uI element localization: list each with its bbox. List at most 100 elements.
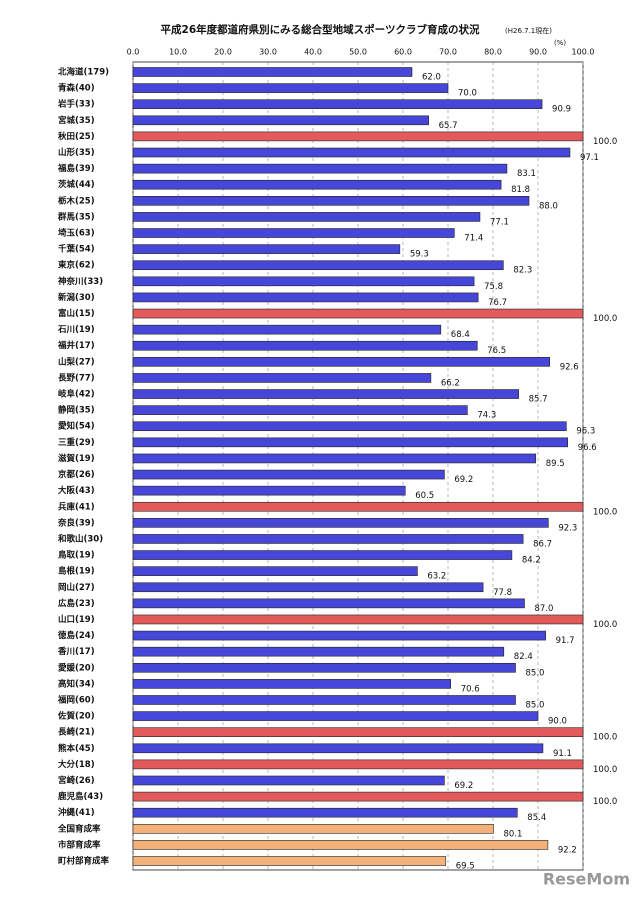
bar	[132, 421, 567, 432]
value-label: 91.7	[556, 636, 575, 646]
y-tick-label: 奈良(39)	[57, 517, 95, 528]
value-label: 63.2	[427, 572, 446, 582]
bar	[132, 147, 571, 158]
value-label: 71.4	[464, 234, 483, 244]
y-tick-label: 栃木(25)	[58, 195, 95, 206]
bar	[132, 518, 549, 528]
x-tick-label: 40.0	[304, 48, 322, 57]
bar	[132, 679, 452, 689]
value-label: 69.2	[454, 475, 473, 485]
value-label: 100.0	[593, 765, 617, 775]
value-label: 92.3	[558, 523, 577, 533]
y-tick-label: 岡山(27)	[58, 582, 95, 593]
y-tick-label: 埼玉(63)	[58, 228, 95, 239]
y-tick-label: 沖縄(41)	[58, 807, 95, 818]
subtitle: (H26.7.1現在)	[505, 26, 552, 35]
y-tick-label: 富山(15)	[58, 308, 95, 319]
y-tick-label: 京都(26)	[58, 469, 95, 480]
value-label: 96.3	[576, 427, 595, 437]
y-tick-label: 新潟(30)	[58, 292, 95, 303]
y-tick-label: 町村部育成率	[58, 856, 110, 867]
bar	[132, 437, 569, 448]
bar	[132, 373, 432, 383]
value-label: 85.7	[529, 395, 548, 405]
bar	[132, 840, 549, 850]
value-label: 60.5	[415, 491, 434, 501]
y-tick-label: 岩手(33)	[57, 99, 95, 110]
value-label: 68.4	[451, 330, 470, 340]
bar	[132, 598, 525, 609]
bar	[132, 67, 413, 77]
bar	[132, 614, 584, 625]
value-label: 100.0	[593, 620, 617, 630]
y-tick-label: 山口(19)	[58, 614, 95, 625]
value-label: 85.0	[526, 668, 545, 678]
y-tick-label: 和歌山(30)	[58, 533, 103, 544]
bar	[132, 856, 447, 866]
y-tick-label: 千葉(54)	[58, 244, 95, 255]
value-label: 69.5	[456, 862, 475, 872]
bar	[132, 99, 543, 110]
y-tick-label: 大阪(43)	[58, 485, 95, 496]
y-tick-label: 全国育成率	[57, 823, 101, 834]
bar	[132, 743, 544, 754]
y-tick-label: 茨城(44)	[58, 179, 95, 190]
bar	[132, 759, 584, 770]
y-tick-label: 福井(17)	[57, 340, 95, 351]
y-tick-label: 鹿児島(43)	[57, 791, 103, 802]
y-tick-label: 群馬(35)	[57, 211, 95, 222]
y-tick-label: 香川(17)	[57, 646, 95, 657]
bar	[132, 582, 484, 593]
bar	[132, 389, 519, 399]
value-label: 69.2	[454, 781, 473, 791]
y-tick-label: 石川(19)	[57, 325, 95, 335]
unit-label: (%)	[554, 39, 566, 47]
value-label: 62.0	[422, 73, 441, 83]
bar	[132, 662, 516, 673]
value-label: 82.3	[513, 266, 532, 276]
bar	[132, 791, 584, 802]
y-tick-label: 宮崎(26)	[58, 775, 95, 786]
bar	[132, 453, 537, 464]
bar	[132, 324, 442, 335]
bar	[132, 308, 584, 319]
bar	[132, 292, 479, 303]
bar	[132, 807, 518, 818]
value-label: 90.0	[548, 717, 567, 727]
bar	[132, 83, 449, 93]
value-label: 92.2	[558, 845, 577, 855]
y-tick-label: 三重(29)	[58, 437, 95, 448]
y-tick-label: 島根(19)	[58, 566, 95, 577]
bar	[132, 485, 406, 496]
bar	[132, 228, 455, 238]
bar	[132, 405, 468, 415]
y-tick-label: 東京(62)	[58, 260, 95, 271]
value-label: 70.0	[458, 89, 477, 99]
watermark: ReseMom	[543, 870, 630, 889]
value-label: 65.7	[439, 121, 458, 131]
x-tick-label: 60.0	[394, 48, 412, 57]
y-tick-label: 岐阜(42)	[58, 389, 95, 400]
bar	[132, 260, 504, 271]
value-label: 100.0	[593, 733, 617, 743]
x-tick-label: 30.0	[259, 48, 277, 57]
bar	[132, 196, 530, 206]
value-label: 86.7	[533, 539, 552, 549]
x-tick-label: 0.0	[127, 48, 140, 57]
bar	[132, 131, 584, 142]
bar	[132, 630, 546, 641]
y-tick-label: 愛知(54)	[58, 421, 95, 432]
value-label: 77.8	[493, 588, 512, 598]
value-label: 88.0	[539, 201, 558, 211]
value-label: 84.2	[522, 556, 541, 566]
x-tick-label: 90.0	[529, 48, 547, 57]
value-label: 100.0	[593, 137, 617, 147]
value-label: 76.5	[487, 346, 506, 356]
value-label: 74.3	[477, 411, 496, 421]
value-label: 77.1	[490, 217, 509, 227]
bar	[132, 646, 505, 657]
y-tick-label: 宮城(35)	[58, 115, 95, 126]
value-label: 76.7	[488, 298, 507, 308]
y-tick-label: 山梨(27)	[58, 356, 95, 367]
